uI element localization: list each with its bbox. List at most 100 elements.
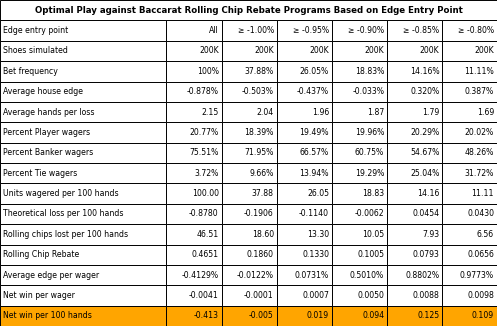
Text: 200K: 200K (310, 46, 329, 55)
Bar (332, 163, 387, 183)
Bar (387, 224, 442, 244)
Text: Percent Player wagers: Percent Player wagers (3, 128, 90, 137)
Bar (387, 82, 442, 102)
Text: 0.0430: 0.0430 (467, 209, 494, 218)
Text: ≥ -0.85%: ≥ -0.85% (403, 26, 439, 35)
Text: 200K: 200K (475, 46, 494, 55)
Bar (332, 41, 387, 61)
Text: ≥ -0.95%: ≥ -0.95% (293, 26, 329, 35)
Text: 0.1860: 0.1860 (247, 250, 274, 259)
Bar (277, 204, 332, 224)
Text: 14.16: 14.16 (417, 189, 439, 198)
Text: 10.05: 10.05 (362, 230, 384, 239)
Text: 18.60: 18.60 (251, 230, 274, 239)
Text: -0.0001: -0.0001 (244, 291, 274, 300)
Text: 0.0088: 0.0088 (413, 291, 439, 300)
Text: 46.51: 46.51 (196, 230, 219, 239)
Bar (0, 82, 166, 102)
Text: 13.94%: 13.94% (300, 169, 329, 178)
Bar (387, 102, 442, 122)
Bar (442, 285, 497, 306)
Bar (442, 82, 497, 102)
Bar (277, 285, 332, 306)
Bar (387, 163, 442, 183)
Text: 1.87: 1.87 (367, 108, 384, 117)
Text: Percent Banker wagers: Percent Banker wagers (3, 148, 93, 157)
Bar (332, 265, 387, 285)
Bar (166, 265, 222, 285)
Bar (166, 285, 222, 306)
Bar (166, 163, 222, 183)
Text: Edge entry point: Edge entry point (3, 26, 68, 35)
Text: 13.30: 13.30 (307, 230, 329, 239)
Bar (0, 285, 166, 306)
Bar (387, 244, 442, 265)
Bar (166, 41, 222, 61)
Text: 26.05%: 26.05% (300, 67, 329, 76)
Text: -0.005: -0.005 (249, 311, 274, 320)
Bar (222, 82, 277, 102)
Bar (277, 306, 332, 326)
Text: 75.51%: 75.51% (189, 148, 219, 157)
Text: 19.49%: 19.49% (300, 128, 329, 137)
Text: Bet frequency: Bet frequency (3, 67, 58, 76)
Bar (442, 61, 497, 82)
Bar (0, 224, 166, 244)
Bar (442, 163, 497, 183)
Bar (277, 143, 332, 163)
Text: 18.83: 18.83 (362, 189, 384, 198)
Text: 0.1005: 0.1005 (357, 250, 384, 259)
Text: 20.29%: 20.29% (410, 128, 439, 137)
Text: 9.66%: 9.66% (249, 169, 274, 178)
Text: 14.16%: 14.16% (410, 67, 439, 76)
Bar (0, 102, 166, 122)
Bar (387, 143, 442, 163)
Bar (222, 204, 277, 224)
Bar (442, 224, 497, 244)
Text: Optimal Play against Baccarat Rolling Chip Rebate Programs Based on Edge Entry P: Optimal Play against Baccarat Rolling Ch… (35, 6, 462, 15)
Bar (442, 122, 497, 143)
Bar (442, 244, 497, 265)
Text: 0.387%: 0.387% (465, 87, 494, 96)
Bar (0, 183, 166, 204)
Text: 18.83%: 18.83% (355, 67, 384, 76)
Text: 0.4651: 0.4651 (191, 250, 219, 259)
Bar (222, 183, 277, 204)
Bar (0, 244, 166, 265)
Text: Net win per wager: Net win per wager (3, 291, 75, 300)
Text: Rolling Chip Rebate: Rolling Chip Rebate (3, 250, 79, 259)
Text: -0.1906: -0.1906 (244, 209, 274, 218)
Text: 0.9773%: 0.9773% (460, 271, 494, 280)
Bar (277, 224, 332, 244)
Bar (166, 183, 222, 204)
Bar (332, 143, 387, 163)
Bar (166, 204, 222, 224)
Text: -0.0041: -0.0041 (189, 291, 219, 300)
Bar (166, 244, 222, 265)
Text: -0.033%: -0.033% (352, 87, 384, 96)
Text: -0.0122%: -0.0122% (237, 271, 274, 280)
Text: -0.4129%: -0.4129% (181, 271, 219, 280)
Bar (332, 82, 387, 102)
Bar (387, 61, 442, 82)
Bar (166, 102, 222, 122)
Bar (387, 204, 442, 224)
Bar (277, 244, 332, 265)
Text: 0.125: 0.125 (417, 311, 439, 320)
Bar (277, 41, 332, 61)
Bar (166, 61, 222, 82)
Bar (332, 224, 387, 244)
Text: 7.93: 7.93 (422, 230, 439, 239)
Bar (387, 306, 442, 326)
Text: 71.95%: 71.95% (245, 148, 274, 157)
Bar (442, 265, 497, 285)
Bar (222, 61, 277, 82)
Text: 66.57%: 66.57% (300, 148, 329, 157)
Bar (0, 265, 166, 285)
Text: -0.0062: -0.0062 (354, 209, 384, 218)
Text: 19.96%: 19.96% (355, 128, 384, 137)
Bar (332, 61, 387, 82)
Text: 0.0731%: 0.0731% (295, 271, 329, 280)
Text: 0.8802%: 0.8802% (405, 271, 439, 280)
Text: -0.8780: -0.8780 (189, 209, 219, 218)
